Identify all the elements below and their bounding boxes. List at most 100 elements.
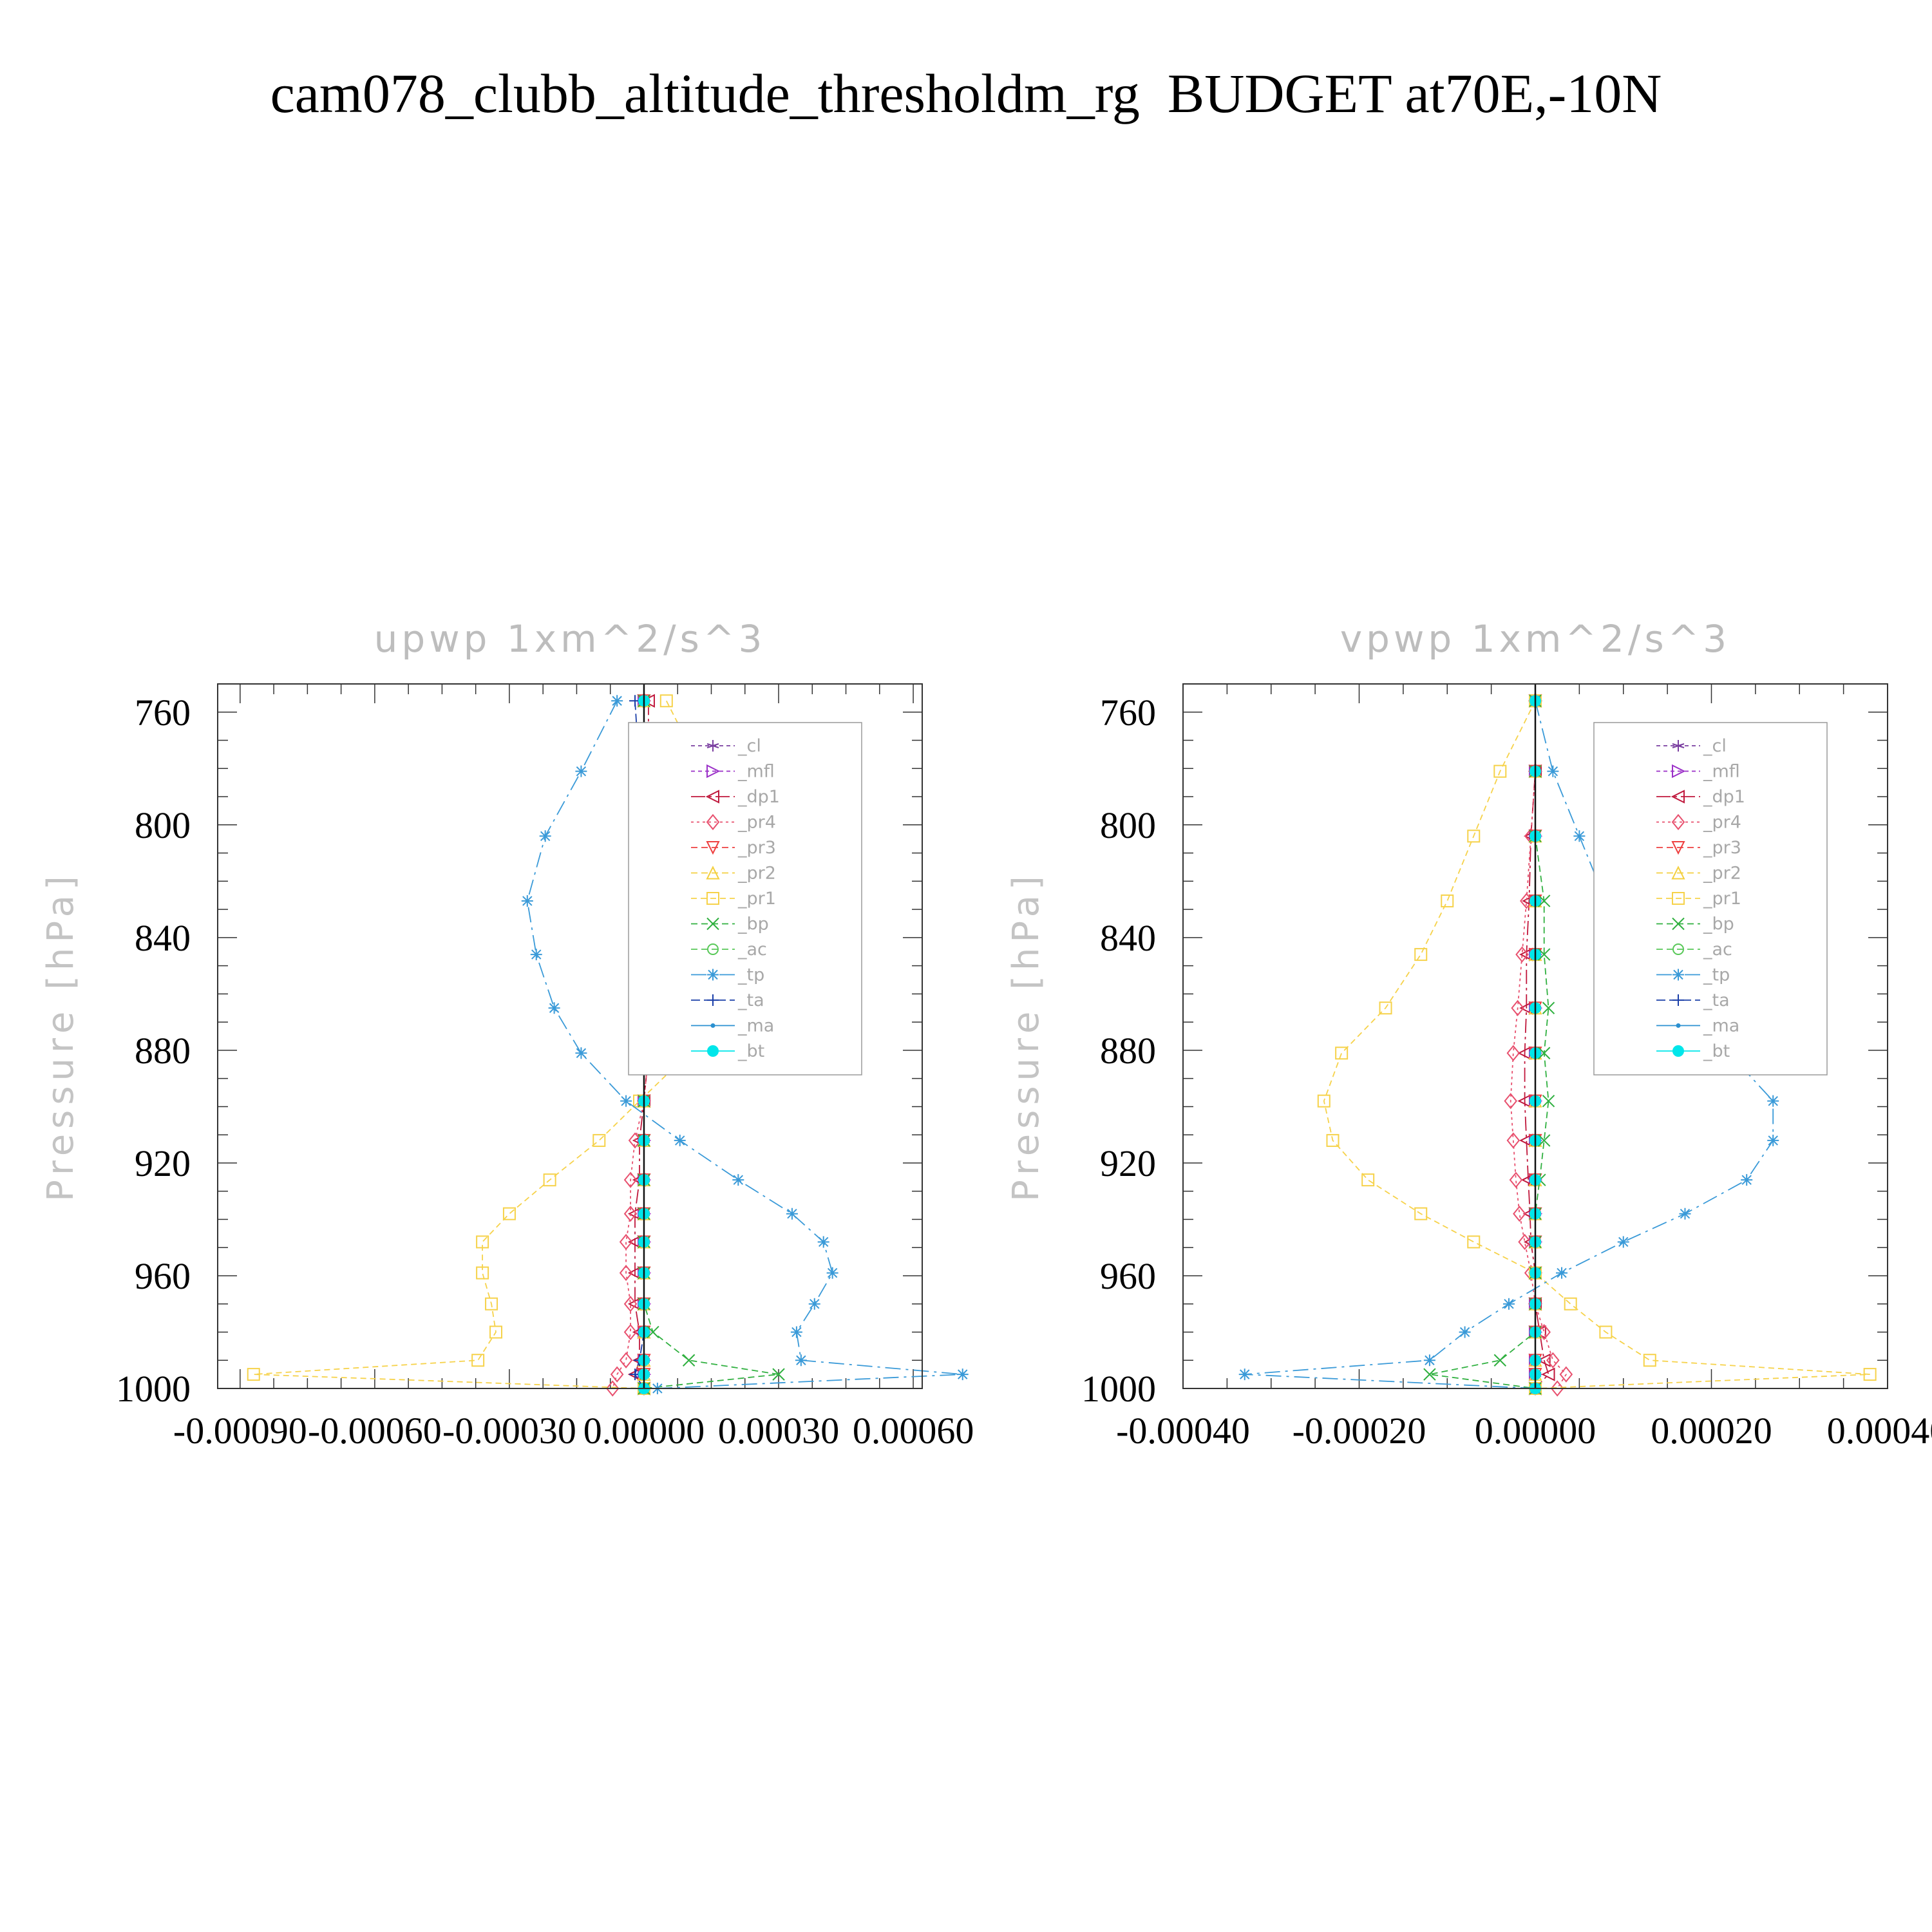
y-tick-label: 960 <box>1100 1255 1156 1297</box>
legend-marker <box>1672 943 1684 955</box>
y-tick-label: 840 <box>135 917 191 959</box>
legend-label: _pr2 <box>737 864 776 884</box>
data-point <box>1317 1094 1331 1108</box>
data-point <box>1599 1325 1613 1339</box>
data-point <box>808 1298 820 1310</box>
data-point <box>611 695 623 707</box>
data-point <box>1506 1045 1520 1061</box>
legend-label: _pr1 <box>737 889 776 909</box>
legend-marker <box>1671 866 1685 880</box>
x-tick-label: -0.00090 <box>173 1410 307 1452</box>
legend-label: _pr4 <box>1703 813 1741 833</box>
data-point <box>1537 1353 1551 1367</box>
data-point <box>476 1266 489 1280</box>
legend-marker <box>1672 969 1684 981</box>
data-point <box>1643 1354 1656 1367</box>
data-point <box>1550 1380 1564 1397</box>
data-point <box>732 1174 744 1186</box>
data-point <box>1542 1094 1555 1108</box>
data-point <box>1506 1132 1520 1149</box>
legend-label: _mfl <box>737 762 775 782</box>
data-point <box>682 1354 696 1367</box>
data-point <box>1767 1134 1779 1146</box>
data-point <box>1767 1095 1779 1107</box>
data-point <box>1559 1366 1573 1383</box>
x-tick-label: -0.00060 <box>308 1410 442 1452</box>
legend-label: _bp <box>737 914 769 934</box>
legend-label: _tp <box>1703 965 1730 985</box>
data-point <box>1573 830 1586 842</box>
y-tick-label: 960 <box>135 1255 191 1297</box>
data-point <box>543 1173 556 1187</box>
legend-label: _cl <box>737 736 761 756</box>
data-point <box>592 1133 606 1147</box>
legend-marker <box>1672 994 1684 1006</box>
data-point <box>795 1354 807 1367</box>
data-point <box>817 1236 829 1248</box>
y-tick-label: 880 <box>135 1030 191 1072</box>
legend-label: _bt <box>1703 1041 1730 1061</box>
legend-label: _pr3 <box>737 838 776 858</box>
data-point <box>1541 1367 1555 1381</box>
data-point <box>623 1323 638 1341</box>
legend-label: _bp <box>1703 914 1734 934</box>
legend-label: _ta <box>1703 990 1730 1010</box>
data-point <box>1617 1236 1629 1248</box>
series-line <box>1323 700 1870 1389</box>
data-point <box>1414 1207 1428 1220</box>
data-point <box>502 1207 516 1220</box>
legend-label: _ta <box>737 990 764 1010</box>
legend-marker <box>1671 841 1685 855</box>
legend-label: _dp1 <box>1703 787 1745 807</box>
panel-title: upwp 1xm^2/s^3 <box>374 617 766 661</box>
x-tick-label: -0.00020 <box>1293 1410 1426 1452</box>
data-point <box>1518 1233 1531 1251</box>
legend-label: _tp <box>737 965 764 985</box>
data-point <box>623 1296 638 1312</box>
data-point <box>1537 1134 1551 1147</box>
x-tick-label: 0.00000 <box>583 1410 705 1452</box>
data-point <box>1556 1267 1568 1279</box>
data-point <box>530 949 542 961</box>
data-point <box>605 1380 620 1397</box>
legend-label: _mfl <box>1703 762 1740 782</box>
data-point <box>1741 1174 1753 1186</box>
panel-title: vpwp 1xm^2/s^3 <box>1340 617 1730 661</box>
y-tick-label: 1000 <box>1081 1368 1156 1410</box>
legend-marker <box>1672 740 1685 752</box>
data-point <box>956 1368 969 1381</box>
legend-marker <box>710 1023 715 1028</box>
data-point <box>772 1368 785 1381</box>
plot-frame <box>217 683 923 1389</box>
x-tick-label: 0.00060 <box>853 1410 974 1452</box>
data-point <box>1502 1298 1515 1310</box>
legend-marker <box>707 994 719 1006</box>
data-point <box>489 1325 503 1339</box>
series-pr4 <box>1504 692 1573 1397</box>
legend-box <box>628 722 862 1075</box>
legend-marker <box>1672 1045 1684 1057</box>
legend-marker <box>707 1045 719 1057</box>
y-tick-label: 760 <box>1100 692 1156 734</box>
legend-marker <box>1676 1023 1681 1028</box>
y-tick-label: 800 <box>135 804 191 846</box>
data-point <box>1537 1046 1551 1059</box>
legend-marker <box>705 790 719 804</box>
data-point <box>1414 948 1428 961</box>
legend-label: _pr3 <box>1703 838 1741 858</box>
data-point <box>1459 1326 1471 1338</box>
data-point <box>1511 999 1524 1016</box>
data-point <box>620 1095 632 1107</box>
data-point <box>247 1368 260 1381</box>
x-tick-label: 0.00020 <box>1651 1410 1772 1452</box>
data-point <box>1537 948 1551 961</box>
legend-label: _ac <box>1703 940 1732 960</box>
data-point <box>1379 1001 1392 1015</box>
data-point <box>1326 1133 1340 1147</box>
legend-marker <box>706 866 720 880</box>
data-point <box>476 1235 489 1249</box>
legend-marker <box>706 813 720 831</box>
data-point <box>623 1206 638 1222</box>
legend-label: _ac <box>737 940 767 960</box>
data-point <box>521 895 533 907</box>
